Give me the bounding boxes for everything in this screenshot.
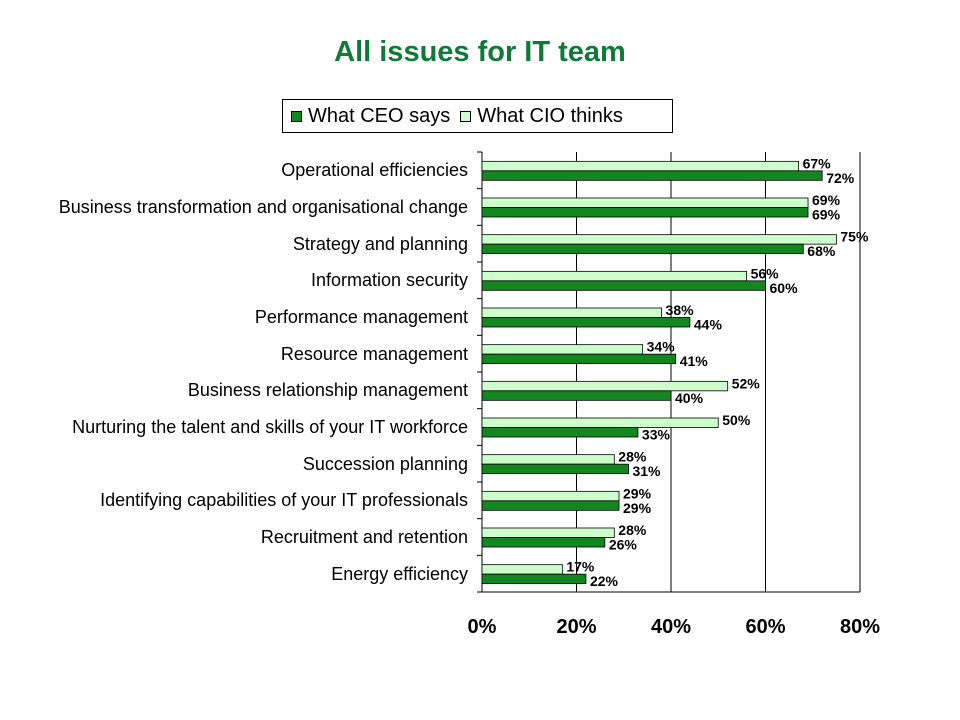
- data-label-cio: 29%: [623, 485, 652, 501]
- data-label-cio: 56%: [751, 265, 780, 281]
- legend-label-cio: What CIO thinks: [477, 104, 623, 127]
- category-label: Resource management: [280, 343, 468, 364]
- legend-swatch-ceo: [291, 110, 302, 122]
- bar-cio: [481, 564, 563, 575]
- data-label-cio: 34%: [647, 339, 676, 355]
- bar-ceo: [481, 353, 677, 365]
- bar-ceo: [481, 207, 809, 218]
- data-label-ceo: 69%: [812, 207, 841, 223]
- data-label-ceo: 33%: [642, 427, 671, 443]
- bar-cio: [481, 490, 620, 502]
- bar-cio: [481, 417, 719, 428]
- bar-ceo: [481, 500, 620, 511]
- data-label-ceo: 44%: [694, 317, 723, 333]
- legend-label-ceo: What CEO says: [308, 104, 451, 127]
- chart-title: All issues for IT team: [334, 36, 626, 68]
- x-tick-label: 80%: [840, 616, 880, 638]
- data-label-cio: 38%: [666, 302, 695, 318]
- category-label: Business relationship management: [187, 380, 468, 401]
- data-label-ceo: 41%: [680, 353, 709, 369]
- category-label: Information security: [310, 270, 468, 291]
- x-tick-label: 40%: [651, 616, 691, 638]
- category-label: Strategy and planning: [292, 233, 468, 254]
- bar-ceo: [481, 390, 672, 401]
- category-label: Recruitment and retention: [260, 527, 468, 547]
- data-label-ceo: 40%: [675, 390, 704, 406]
- bar-ceo: [481, 463, 629, 475]
- data-label-ceo: 68%: [807, 243, 836, 259]
- data-label-ceo: 26%: [609, 537, 638, 553]
- data-label-cio: 28%: [618, 449, 647, 465]
- bar-ceo: [481, 427, 639, 438]
- category-label: Succession planning: [302, 453, 468, 474]
- data-label-ceo: 31%: [632, 463, 661, 479]
- bar-cio: [481, 234, 837, 245]
- data-label-ceo: 72%: [826, 170, 855, 186]
- category-label: Energy efficiency: [331, 563, 468, 584]
- data-label-ceo: 22%: [590, 573, 619, 589]
- data-label-cio: 69%: [812, 192, 841, 208]
- category-label: Operational efficiencies: [281, 160, 468, 181]
- bar-cio: [481, 344, 644, 355]
- legend-item-cio: What CIO thinks: [460, 105, 623, 128]
- bar-ceo: [481, 170, 823, 181]
- bar-cio: [481, 270, 748, 282]
- data-label-ceo: 29%: [623, 500, 652, 516]
- category-label: Nurturing the talent and skills of your …: [72, 417, 468, 437]
- legend-item-ceo: What CEO says: [291, 105, 450, 128]
- category-label: Performance management: [254, 307, 468, 327]
- bar-ceo: [481, 537, 606, 548]
- data-label-cio: 28%: [618, 522, 647, 538]
- x-tick-label: 60%: [745, 616, 785, 638]
- bar-cio: [481, 160, 799, 172]
- data-label-cio: 75%: [840, 229, 869, 245]
- category-label: Identifying capabilities of your IT prof…: [100, 490, 468, 511]
- bar-ceo: [481, 243, 804, 255]
- data-label-cio: 50%: [722, 412, 751, 428]
- bar-ceo: [481, 573, 587, 585]
- bar-cio: [481, 454, 615, 465]
- category-label: Business transformation and organisation…: [58, 197, 468, 217]
- bar-cio: [481, 197, 809, 208]
- data-label-ceo: 60%: [770, 280, 799, 296]
- bar-cio: [481, 307, 662, 318]
- bar-cio: [481, 527, 615, 538]
- chart-legend: What CEO says What CIO thinks: [282, 99, 673, 133]
- data-label-cio: 52%: [732, 375, 761, 391]
- legend-swatch-cio: [460, 110, 472, 122]
- bar-ceo: [481, 317, 691, 328]
- bar-ceo: [481, 280, 766, 291]
- x-tick-label: 20%: [556, 616, 596, 638]
- data-label-cio: 17%: [566, 559, 595, 575]
- x-tick-label: 0%: [468, 616, 497, 638]
- data-label-cio: 67%: [803, 155, 832, 171]
